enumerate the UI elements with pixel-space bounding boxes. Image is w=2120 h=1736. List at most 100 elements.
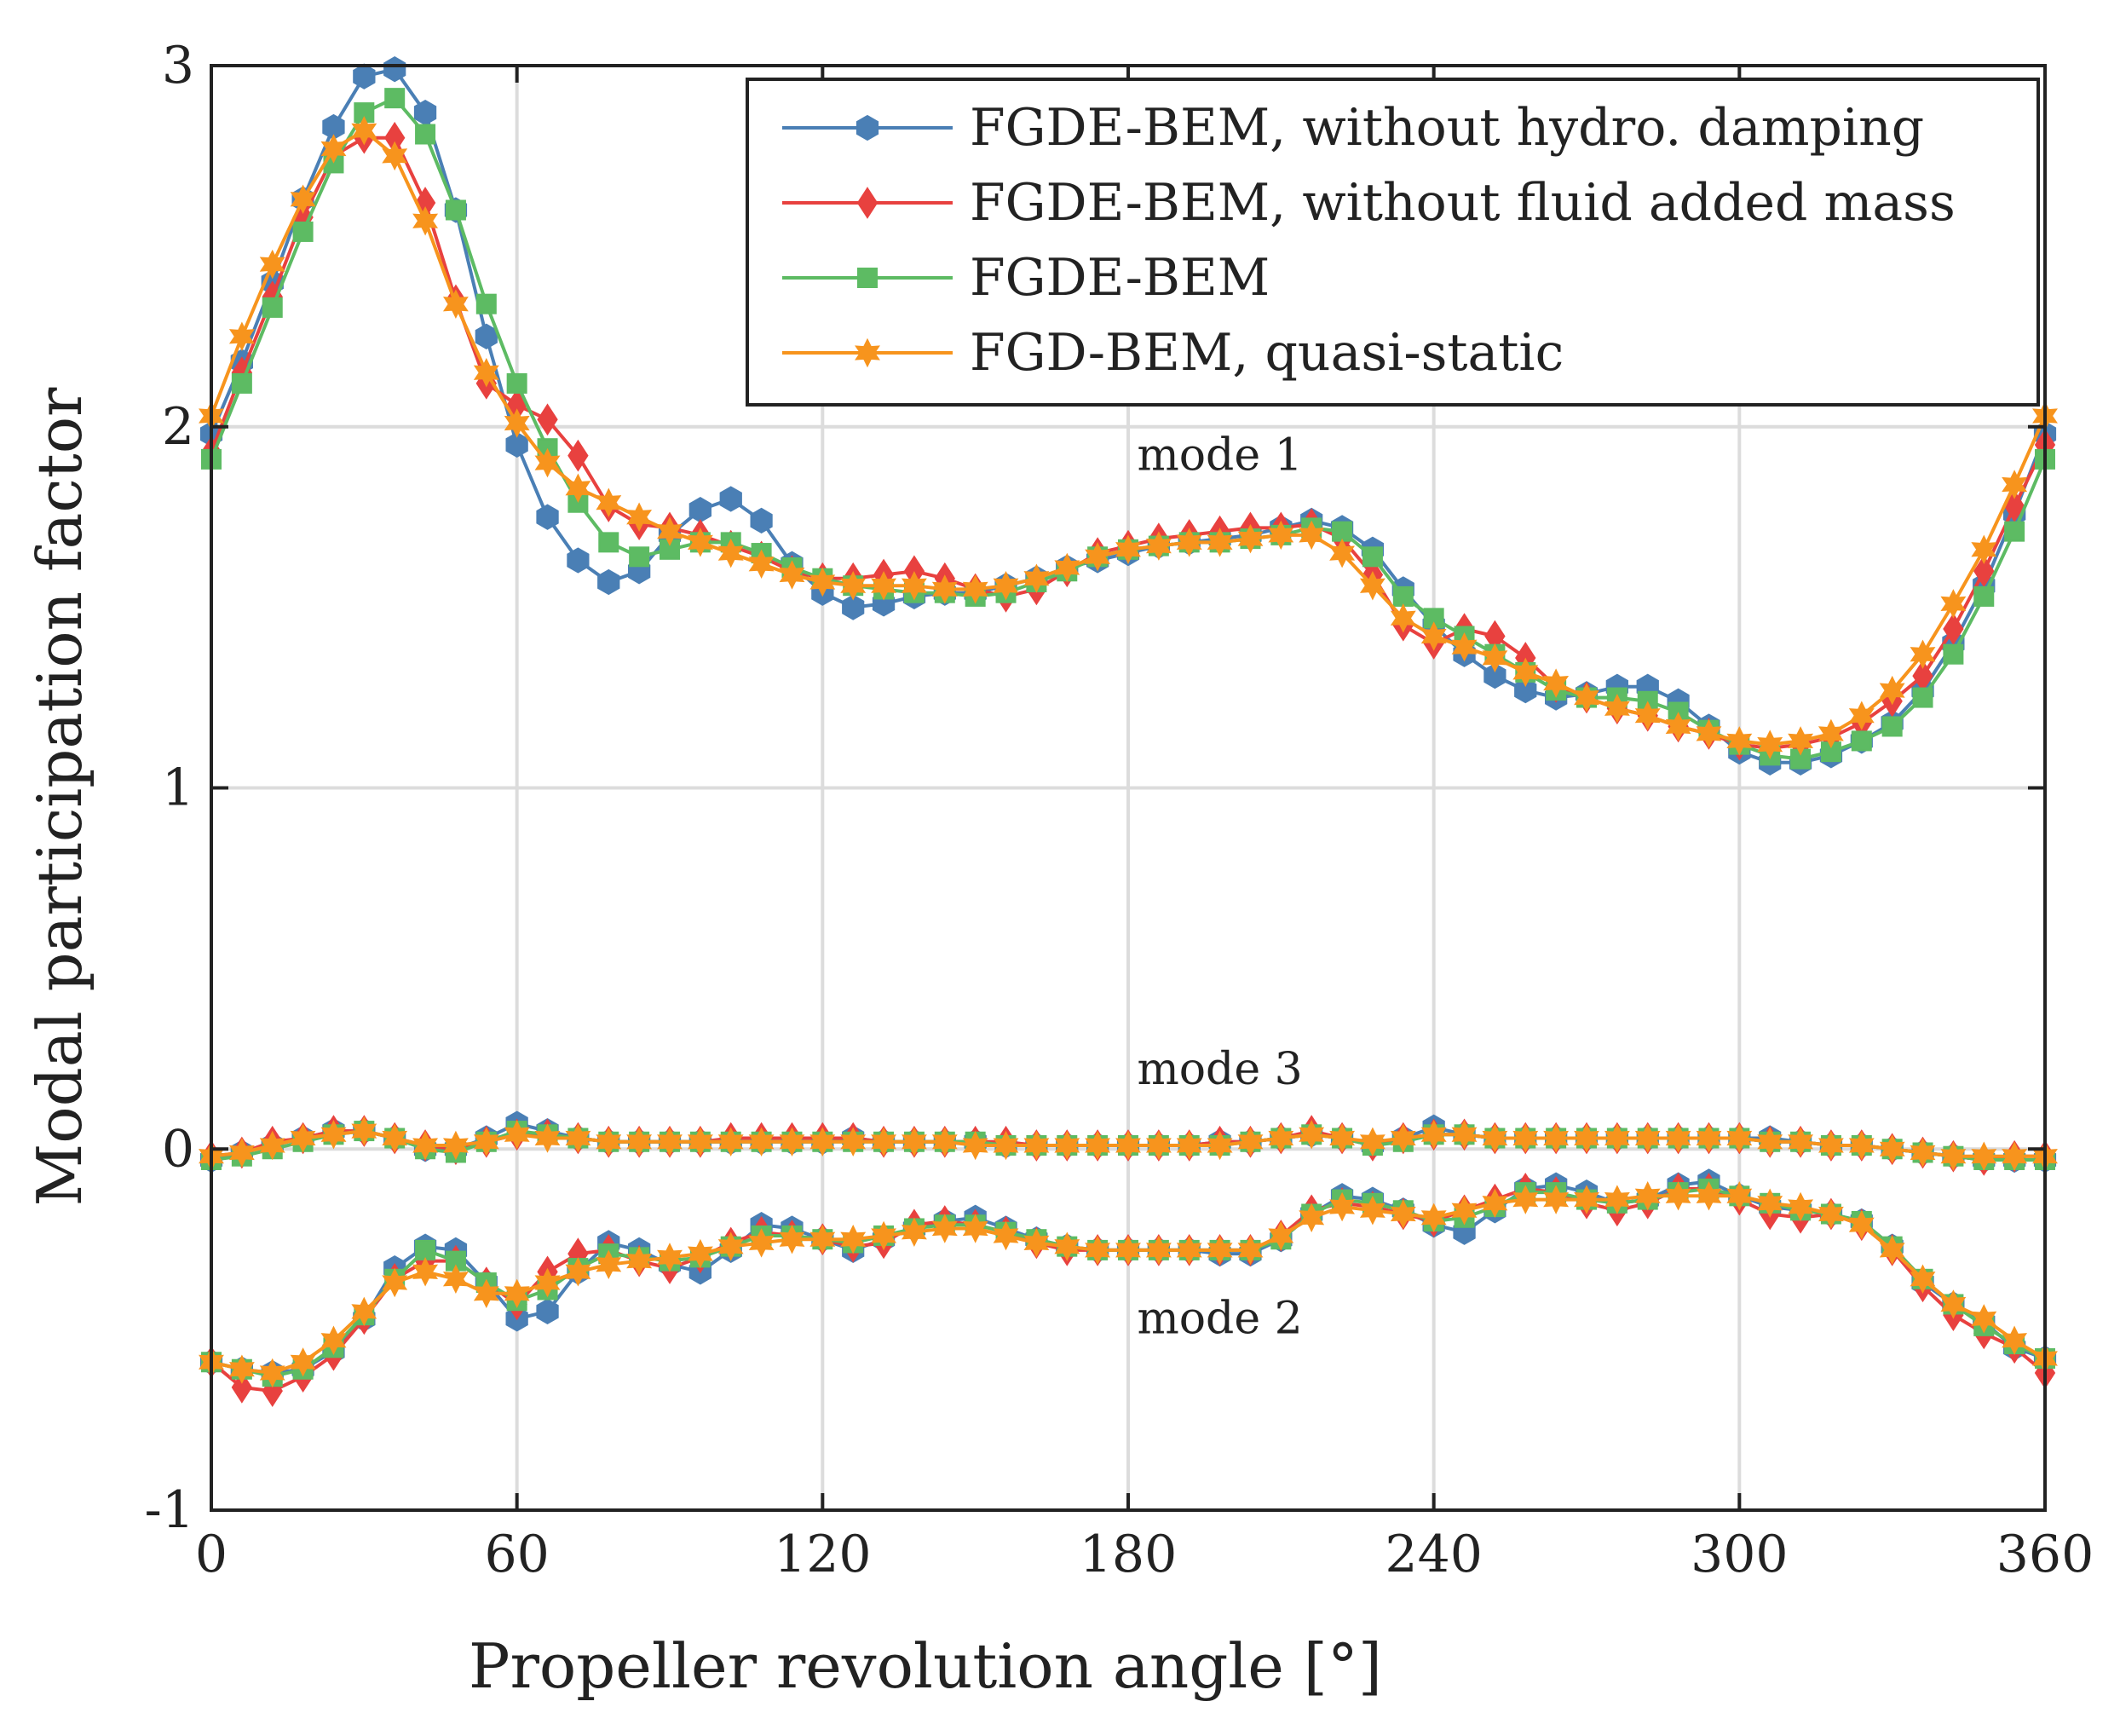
series-4-mode-1-point	[901, 570, 927, 601]
series-4-mode-1-point	[1054, 552, 1080, 583]
series-4-mode-1-point	[565, 473, 591, 504]
series-4-mode-3-point	[504, 1120, 530, 1150]
series-3-mode-1-point	[292, 221, 314, 242]
series-4-mode-1-point	[1359, 570, 1385, 601]
y-tick-label: 2	[162, 397, 194, 457]
series-2-mode-1-point	[567, 439, 589, 472]
series-4-mode-2-point	[228, 1354, 255, 1384]
series-4-mode-2-point	[687, 1238, 713, 1269]
series-4-mode-2-point	[351, 1296, 377, 1327]
series-4-mode-3-point	[1023, 1130, 1050, 1161]
series-4-mode-1-point	[1390, 603, 1416, 633]
series-2-mode-1-point	[537, 403, 558, 436]
series-4-mode-3-point	[596, 1127, 622, 1157]
series-4-mode-1-point	[596, 487, 622, 517]
series-4-mode-1-point	[779, 560, 805, 590]
legend-marker-2	[856, 187, 879, 219]
series-4-mode-2-point	[1696, 1181, 1722, 1211]
legend-label-1: FGDE-BEM, without hydro. damping	[970, 98, 1924, 158]
series-3-mode-1-point	[2004, 521, 2025, 542]
series-4-mode-2-point	[1054, 1231, 1080, 1261]
series-4-mode-1-point	[1665, 712, 1691, 741]
series-4-mode-2-point	[382, 1267, 408, 1298]
series-4-mode-2-point	[1207, 1235, 1233, 1266]
series-4-mode-2-point	[1420, 1203, 1447, 1233]
x-tick-label: 360	[1996, 1525, 2094, 1584]
series-4-mode-2-point	[931, 1214, 958, 1243]
series-4-mode-3-point	[1543, 1123, 1570, 1153]
series-4-mode-2-point	[962, 1214, 988, 1243]
series-4-mode-3-point	[779, 1127, 805, 1157]
series-4-mode-1-point	[290, 184, 316, 215]
series-4-mode-3-point	[442, 1130, 469, 1161]
x-tick-label: 240	[1385, 1525, 1483, 1584]
series-4-mode-2-point	[473, 1278, 499, 1309]
series-4-mode-3-point	[473, 1127, 499, 1157]
series-4-mode-3-point	[1420, 1120, 1447, 1150]
x-tick-label: 300	[1691, 1525, 1789, 1584]
series-4-mode-2-point	[1451, 1196, 1478, 1226]
series-4-mode-3-point	[748, 1127, 775, 1157]
series-1-mode-1-point	[719, 486, 742, 512]
series-4-mode-3-point	[657, 1127, 683, 1157]
series-4-mode-3-point	[2002, 1141, 2028, 1171]
series-3-mode-1-point	[1362, 546, 1383, 568]
series-3-mode-1-point	[1851, 730, 1872, 752]
series-1-mode-2-point	[536, 1298, 559, 1325]
series-4-mode-3-point	[1085, 1130, 1111, 1161]
series-4-mode-1-point	[809, 567, 836, 597]
legend-marker-4	[855, 337, 880, 368]
series-4-mode-1-point	[1879, 675, 1905, 706]
series-4-mode-2-point	[748, 1228, 775, 1258]
series-3-mode-1-point	[262, 297, 283, 318]
series-4-mode-3-point	[626, 1127, 653, 1157]
series-4-mode-2-point	[1940, 1289, 1967, 1319]
series-4-mode-3-point	[1634, 1123, 1661, 1153]
series-1-mode-1-point	[353, 63, 376, 89]
series-4-mode-1-point	[871, 570, 897, 601]
series-4-mode-1-point	[626, 502, 653, 532]
series-4-mode-3-point	[1848, 1130, 1875, 1161]
series-4-mode-3-point	[1207, 1130, 1233, 1161]
series-4-mode-2-point	[1176, 1235, 1202, 1266]
series-4-mode-2-point	[1237, 1235, 1264, 1266]
series-3-mode-1-point	[1973, 585, 1995, 607]
series-4-mode-3-point	[1665, 1123, 1691, 1153]
series-4-mode-1-point	[442, 289, 469, 319]
series-4-mode-1-point	[1512, 657, 1539, 688]
series-4-mode-1-point	[412, 205, 439, 236]
series-4-mode-1-point	[1268, 520, 1294, 551]
series-4-mode-1-point	[1726, 726, 1753, 756]
series-4-mode-2-point	[259, 1358, 285, 1388]
series-4-mode-3-point	[1176, 1130, 1202, 1161]
series-1-mode-1-point	[475, 323, 498, 349]
series-4-mode-3-point	[687, 1127, 713, 1157]
series-4-mode-2-point	[1268, 1220, 1294, 1251]
annotation-mode-2: mode 2	[1137, 1293, 1302, 1344]
series-3-mode-1-point	[1912, 687, 1933, 708]
series-3-mode-1-point	[1392, 585, 1414, 607]
series-4-mode-1-point	[1910, 639, 1936, 669]
y-tick-label: -1	[145, 1480, 194, 1540]
series-4-mode-3-point	[1910, 1138, 1936, 1168]
series-4-mode-3-point	[840, 1127, 867, 1157]
series-4-mode-2-point	[1085, 1235, 1111, 1266]
series-4-mode-2-point	[1390, 1199, 1416, 1229]
series-4-mode-3-point	[962, 1130, 988, 1161]
series-4-mode-3-point	[290, 1123, 316, 1153]
series-4-mode-3-point	[1788, 1127, 1814, 1157]
series-4-mode-1-point	[1237, 523, 1264, 554]
legend-box	[746, 78, 2040, 407]
series-4-mode-2-point	[1726, 1181, 1753, 1211]
series-4-mode-3-point	[1604, 1123, 1630, 1153]
series-4-mode-3-point	[871, 1127, 897, 1157]
series-4-mode-2-point	[1482, 1188, 1508, 1219]
series-4-mode-3-point	[1115, 1130, 1141, 1161]
x-tick-label: 120	[774, 1525, 872, 1584]
legend: FGDE-BEM, without hydro. damping FGDE-BEM…	[746, 78, 2040, 407]
series-4-mode-1-point	[534, 447, 561, 478]
series-4-mode-1-point	[1757, 730, 1783, 759]
series-4-mode-2-point	[2002, 1325, 2028, 1356]
series-3-mode-1-point	[629, 546, 650, 568]
